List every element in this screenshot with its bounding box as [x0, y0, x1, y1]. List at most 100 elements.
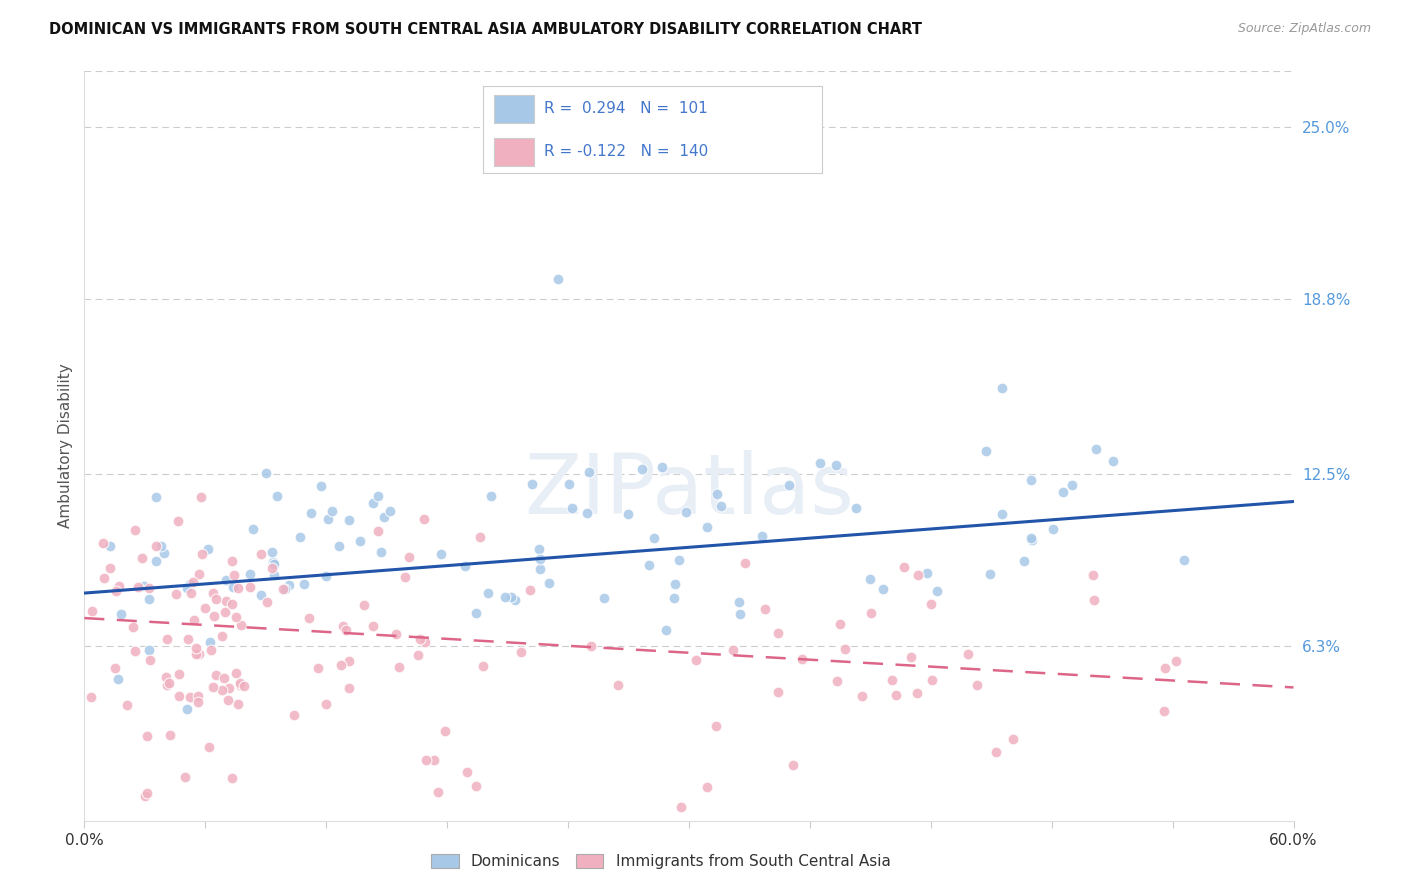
- Point: [181, 575, 204, 590]
- Point: [651, 460, 673, 475]
- Point: [202, 608, 225, 623]
- Point: [974, 444, 997, 458]
- Point: [367, 524, 389, 538]
- Point: [669, 799, 692, 814]
- Point: [990, 381, 1012, 395]
- Point: [655, 624, 678, 638]
- Point: [503, 593, 526, 607]
- Point: [107, 673, 129, 687]
- Point: [617, 161, 640, 176]
- Point: [675, 505, 697, 519]
- Point: [561, 500, 583, 515]
- Text: Source: ZipAtlas.com: Source: ZipAtlas.com: [1237, 22, 1371, 36]
- Point: [254, 467, 277, 481]
- Point: [263, 567, 285, 582]
- Point: [215, 573, 238, 587]
- Point: [127, 580, 149, 594]
- Point: [1153, 660, 1175, 674]
- Point: [872, 582, 894, 597]
- Text: ZIPatlas: ZIPatlas: [524, 450, 853, 532]
- Point: [277, 578, 299, 592]
- Point: [225, 609, 247, 624]
- Point: [233, 679, 256, 693]
- Point: [179, 577, 201, 591]
- Point: [239, 581, 262, 595]
- Point: [1060, 477, 1083, 491]
- Point: [93, 571, 115, 585]
- Point: [581, 639, 603, 653]
- Point: [337, 681, 360, 695]
- Point: [792, 652, 814, 666]
- Point: [1052, 484, 1074, 499]
- Point: [222, 580, 245, 594]
- Point: [986, 745, 1008, 759]
- Point: [1153, 704, 1175, 718]
- Point: [834, 641, 856, 656]
- Point: [479, 489, 502, 503]
- Point: [893, 560, 915, 574]
- Point: [288, 530, 311, 544]
- Point: [204, 591, 226, 606]
- Point: [124, 644, 146, 658]
- Point: [197, 541, 219, 556]
- Point: [696, 520, 718, 534]
- Point: [880, 673, 903, 687]
- Point: [1012, 554, 1035, 568]
- Point: [468, 530, 491, 544]
- Point: [186, 640, 208, 655]
- Point: [263, 558, 285, 572]
- Point: [221, 597, 243, 611]
- Point: [274, 582, 297, 596]
- Point: [373, 509, 395, 524]
- Point: [271, 582, 294, 596]
- Point: [907, 567, 929, 582]
- Point: [537, 576, 560, 591]
- Point: [413, 512, 436, 526]
- Point: [768, 685, 790, 699]
- Point: [134, 789, 156, 803]
- Y-axis label: Ambulatory Disability: Ambulatory Disability: [58, 364, 73, 528]
- Point: [145, 490, 167, 504]
- Point: [228, 697, 250, 711]
- Point: [250, 588, 273, 602]
- Text: DOMINICAN VS IMMIGRANTS FROM SOUTH CENTRAL ASIA AMBULATORY DISABILITY CORRELATIO: DOMINICAN VS IMMIGRANTS FROM SOUTH CENTR…: [49, 22, 922, 37]
- Point: [830, 616, 852, 631]
- Point: [159, 728, 181, 742]
- Point: [174, 770, 197, 784]
- Point: [221, 554, 243, 568]
- Point: [187, 567, 209, 582]
- Point: [529, 541, 551, 556]
- Point: [249, 547, 271, 561]
- Point: [643, 531, 665, 545]
- Point: [176, 702, 198, 716]
- Point: [685, 653, 707, 667]
- Point: [378, 503, 401, 517]
- Point: [723, 643, 745, 657]
- Point: [204, 668, 226, 682]
- Point: [616, 507, 638, 521]
- Point: [754, 602, 776, 616]
- Point: [298, 610, 321, 624]
- Point: [662, 591, 685, 605]
- Point: [299, 507, 322, 521]
- Point: [471, 658, 494, 673]
- Point: [184, 647, 207, 661]
- Point: [155, 670, 177, 684]
- Point: [1021, 533, 1043, 547]
- Point: [728, 607, 751, 621]
- Point: [149, 539, 172, 553]
- Point: [200, 643, 222, 657]
- Point: [900, 650, 922, 665]
- Point: [121, 620, 143, 634]
- Point: [167, 515, 190, 529]
- Point: [510, 644, 533, 658]
- Point: [477, 585, 499, 599]
- Point: [363, 619, 385, 633]
- Point: [194, 601, 217, 615]
- Point: [915, 566, 938, 580]
- Point: [217, 693, 239, 707]
- Point: [183, 613, 205, 627]
- Point: [292, 577, 315, 591]
- Point: [1085, 442, 1108, 456]
- Point: [211, 683, 233, 698]
